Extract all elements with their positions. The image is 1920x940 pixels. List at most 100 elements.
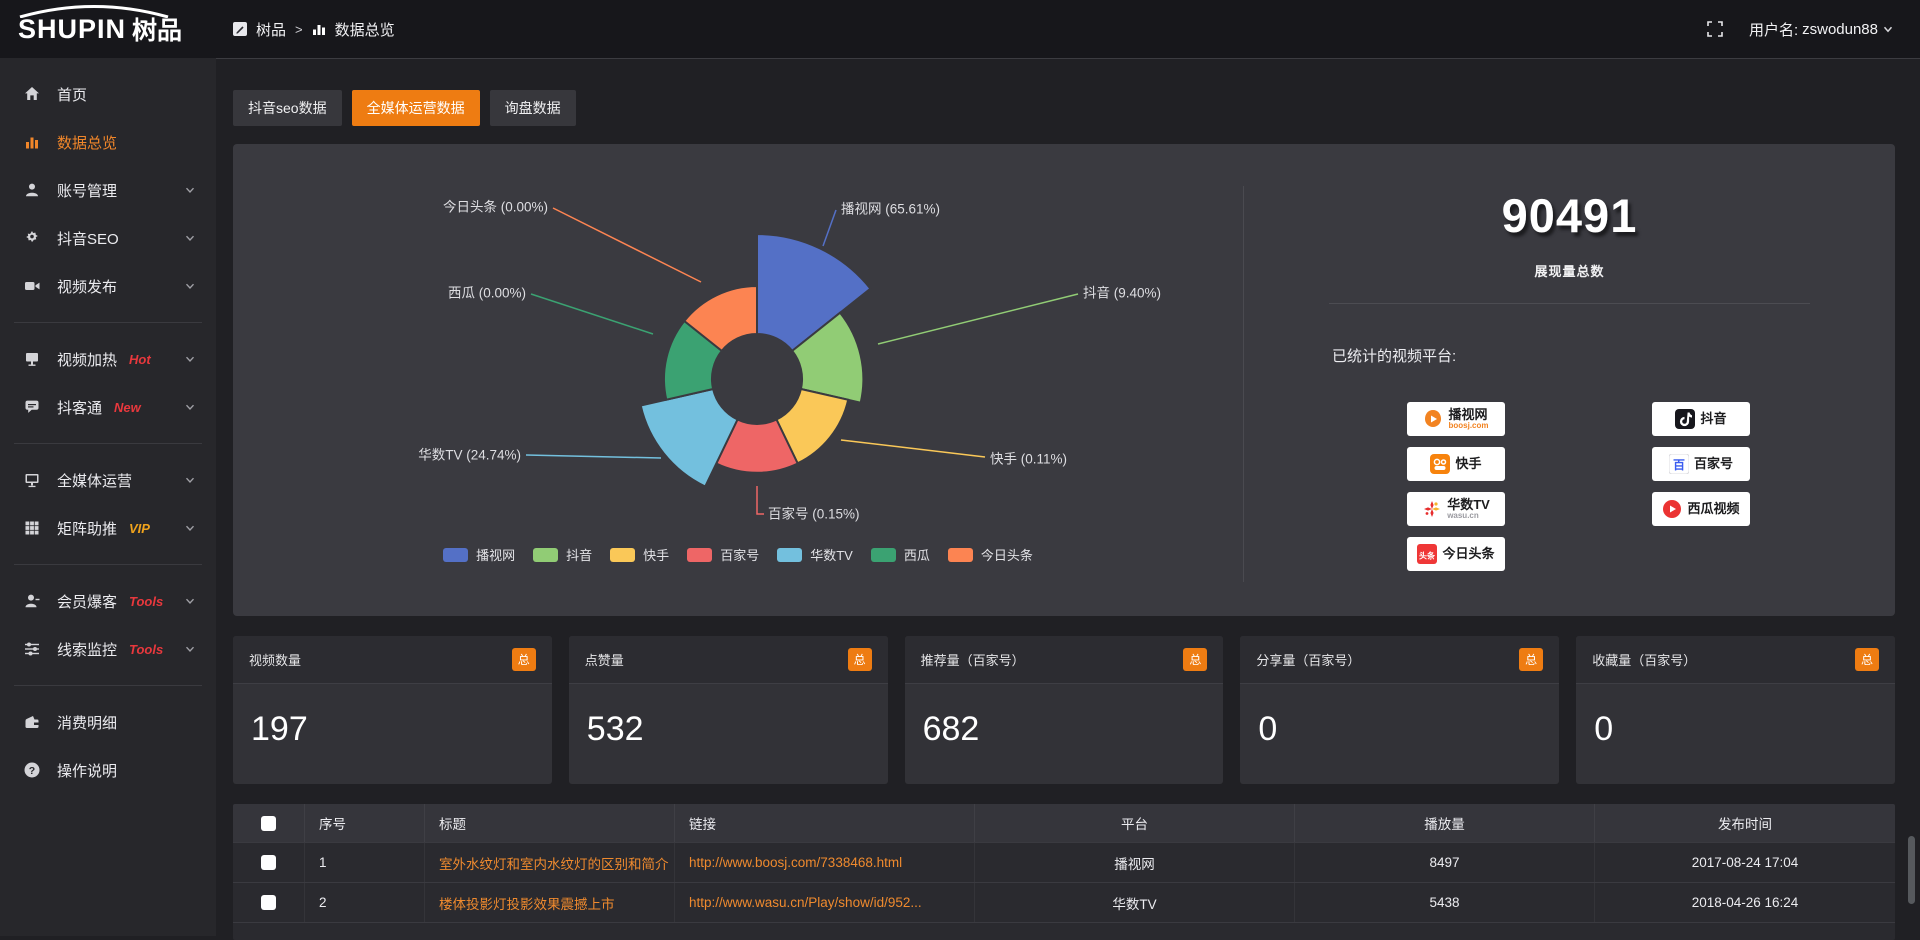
pie-slice-wasu[interactable]	[639, 387, 739, 488]
stat-card-header: 收藏量（百家号） 总	[1576, 636, 1895, 684]
chevron-down-icon	[184, 353, 196, 365]
platform-badge-xigua: 西瓜视频	[1652, 492, 1750, 526]
sidebar-nav: 首页 数据总览 账号管理抖音SEO 视频发布视频加热 Hot 抖客通 New 全媒体运营 矩阵助…	[0, 58, 216, 936]
stat-card-value: 197	[251, 710, 308, 748]
sidebar-item-data-overview[interactable]: 数据总览	[0, 118, 216, 166]
baijiahao-logo-icon: 百	[1668, 454, 1689, 474]
legend-label: 今日头条	[980, 548, 1033, 563]
platform-name: 西瓜视频	[1687, 501, 1740, 517]
pie-slice-kuaishou[interactable]	[775, 387, 850, 465]
row-url-link[interactable]: http://www.wasu.cn/Play/show/id/952...	[675, 883, 975, 922]
stat-card-header: 视频数量 总	[233, 636, 552, 684]
sidebar-item-label: 抖音SEO	[57, 230, 119, 248]
table-row-partial	[233, 922, 1895, 940]
breadcrumb-root[interactable]: 树品	[256, 21, 287, 39]
stat-card-value: 0	[1594, 710, 1614, 748]
username-label: 用户名:	[1748, 21, 1799, 39]
platform-name: 百家号	[1693, 456, 1733, 472]
pie-leader-douyin	[877, 293, 1079, 345]
sidebar-item-expense-detail[interactable]: 消费明细	[0, 698, 216, 746]
sidebar-item-home[interactable]: 首页	[0, 70, 216, 118]
stat-card-label: 分享量（百家号）	[1256, 653, 1361, 668]
tab-inquiry-data[interactable]: 询盘数据	[489, 90, 576, 126]
pie-slice-toutiao[interactable]	[682, 284, 758, 353]
stat-card-header: 推荐量（百家号） 总	[904, 636, 1224, 684]
pie-label-boosj: 播视网 (65.61%)	[841, 202, 940, 217]
sidebar-item-douketong[interactable]: 抖客通 New	[0, 383, 216, 431]
legend-swatch	[443, 547, 469, 562]
total-badge: 总	[511, 648, 536, 671]
sidebar-item-member-burst[interactable]: 会员爆客 Tools	[0, 577, 216, 625]
row-published: 2018-04-26 16:24	[1691, 895, 1799, 910]
logo[interactable]: SHUPIN 树品	[0, 0, 216, 58]
chevron-down-icon	[184, 232, 196, 244]
logo-text-cn: 树品	[132, 17, 183, 45]
legend-label: 抖音	[566, 548, 593, 563]
row-title-link[interactable]: 室外水纹灯和室内水纹灯的区别和简介	[425, 843, 675, 882]
stat-card-value: 532	[586, 710, 644, 748]
platform-name: 播视网	[1448, 406, 1488, 422]
row-checkbox[interactable]	[261, 895, 276, 910]
sidebar-item-video-publish[interactable]: 视频发布	[0, 262, 216, 310]
platform-sub: wasu.cn	[1447, 510, 1479, 520]
sidebar-item-help-guide[interactable]: ? 操作说明	[0, 746, 216, 794]
sidebar-item-lead-monitor[interactable]: 线索监控 Tools	[0, 625, 216, 673]
legend-item-boosj[interactable]: 播视网	[443, 545, 515, 564]
select-all-checkbox[interactable]	[261, 815, 276, 831]
legend-item-baijiahao[interactable]: 百家号	[687, 545, 759, 564]
row-plays: 8497	[1295, 843, 1595, 882]
pie-label-douyin: 抖音 (9.40%)	[1083, 285, 1161, 301]
chevron-down-icon	[1883, 26, 1893, 33]
pie-leader-xigua	[530, 293, 654, 335]
tab-media-operation-data[interactable]: 全媒体运营数据	[351, 90, 480, 126]
legend-label: 百家号	[720, 548, 760, 563]
home-icon	[22, 85, 42, 103]
stat-card-recommend-count: 推荐量（百家号） 总 682	[904, 636, 1224, 784]
user-menu[interactable]: 用户名: zswodun88	[1749, 19, 1894, 40]
total-badge: 总	[1183, 648, 1208, 671]
pie-slice-baijiahao[interactable]	[714, 418, 800, 474]
gear-icon	[22, 229, 42, 247]
platform-badge-douyin: 抖音	[1652, 402, 1750, 436]
stat-card-value: 0	[1258, 710, 1278, 748]
pie-slice-xigua[interactable]	[662, 319, 724, 401]
sidebar-item-video-heat[interactable]: 视频加热 Hot	[0, 335, 216, 383]
wallet-icon	[22, 713, 42, 731]
logo-text: SHUPIN	[18, 13, 127, 44]
scrollbar-thumb[interactable]	[1908, 836, 1915, 904]
sidebar-item-matrix-boost[interactable]: 矩阵助推 VIP	[0, 504, 216, 552]
platform-badge-kuaishou: 快手	[1407, 447, 1505, 481]
sidebar-item-badge: Tools	[129, 641, 164, 657]
monitor-icon	[22, 471, 42, 489]
legend-item-douyin[interactable]: 抖音	[533, 545, 592, 564]
pie-slice-douyin[interactable]	[790, 311, 865, 404]
main-content: 抖音seo数据 全媒体运营数据 询盘数据 播视网 (65.61%) 抖音 (9.4…	[216, 58, 1920, 940]
row-checkbox[interactable]	[261, 855, 276, 870]
platform-badge-baijiahao: 百百家号	[1652, 447, 1750, 481]
legend-item-wasu[interactable]: 华数TV	[777, 545, 853, 564]
legend-item-kuaishou[interactable]: 快手	[610, 545, 669, 564]
svg-text:头条: 头条	[1419, 551, 1436, 561]
platform-badge-text: 华数TV wasu.cn	[1447, 498, 1490, 520]
user-icon	[22, 181, 42, 199]
legend-item-toutiao[interactable]: 今日头条	[947, 545, 1033, 564]
sidebar-item-label: 操作说明	[57, 762, 118, 780]
table-row: 1 室外水纹灯和室内水纹灯的区别和简介 http://www.boosj.com/7…	[233, 842, 1895, 882]
stat-card-label: 推荐量（百家号）	[920, 653, 1025, 668]
pie-leader-baijiahao	[756, 486, 764, 515]
video-icon	[22, 277, 42, 295]
fullscreen-icon[interactable]	[1707, 21, 1723, 37]
pie-slice-boosj[interactable]	[756, 232, 872, 353]
row-url-link[interactable]: http://www.boosj.com/7338468.html	[675, 843, 975, 882]
sidebar-item-account-manage[interactable]: 账号管理	[0, 166, 216, 214]
overview-panel: 播视网 (65.61%) 抖音 (9.40%) 快手 (0.11%) 百家号 (0.1…	[233, 144, 1895, 616]
sidebar-item-media-operation[interactable]: 全媒体运营	[0, 456, 216, 504]
row-title-link[interactable]: 楼体投影灯投影效果震撼上市	[425, 883, 675, 922]
pie-leader-boosj	[822, 209, 837, 247]
chart-icon	[22, 133, 42, 151]
tab-douyin-seo-data[interactable]: 抖音seo数据	[233, 90, 342, 126]
sidebar-item-douyin-seo[interactable]: 抖音SEO	[0, 214, 216, 262]
sidebar-item-label: 会员爆客	[57, 593, 118, 611]
stat-cards-row: 视频数量总 197 点赞量总 532 推荐量（百家号）总 682 分享量（百家号）总 0 收藏量…	[233, 636, 1895, 784]
legend-item-xigua[interactable]: 西瓜	[870, 545, 930, 564]
